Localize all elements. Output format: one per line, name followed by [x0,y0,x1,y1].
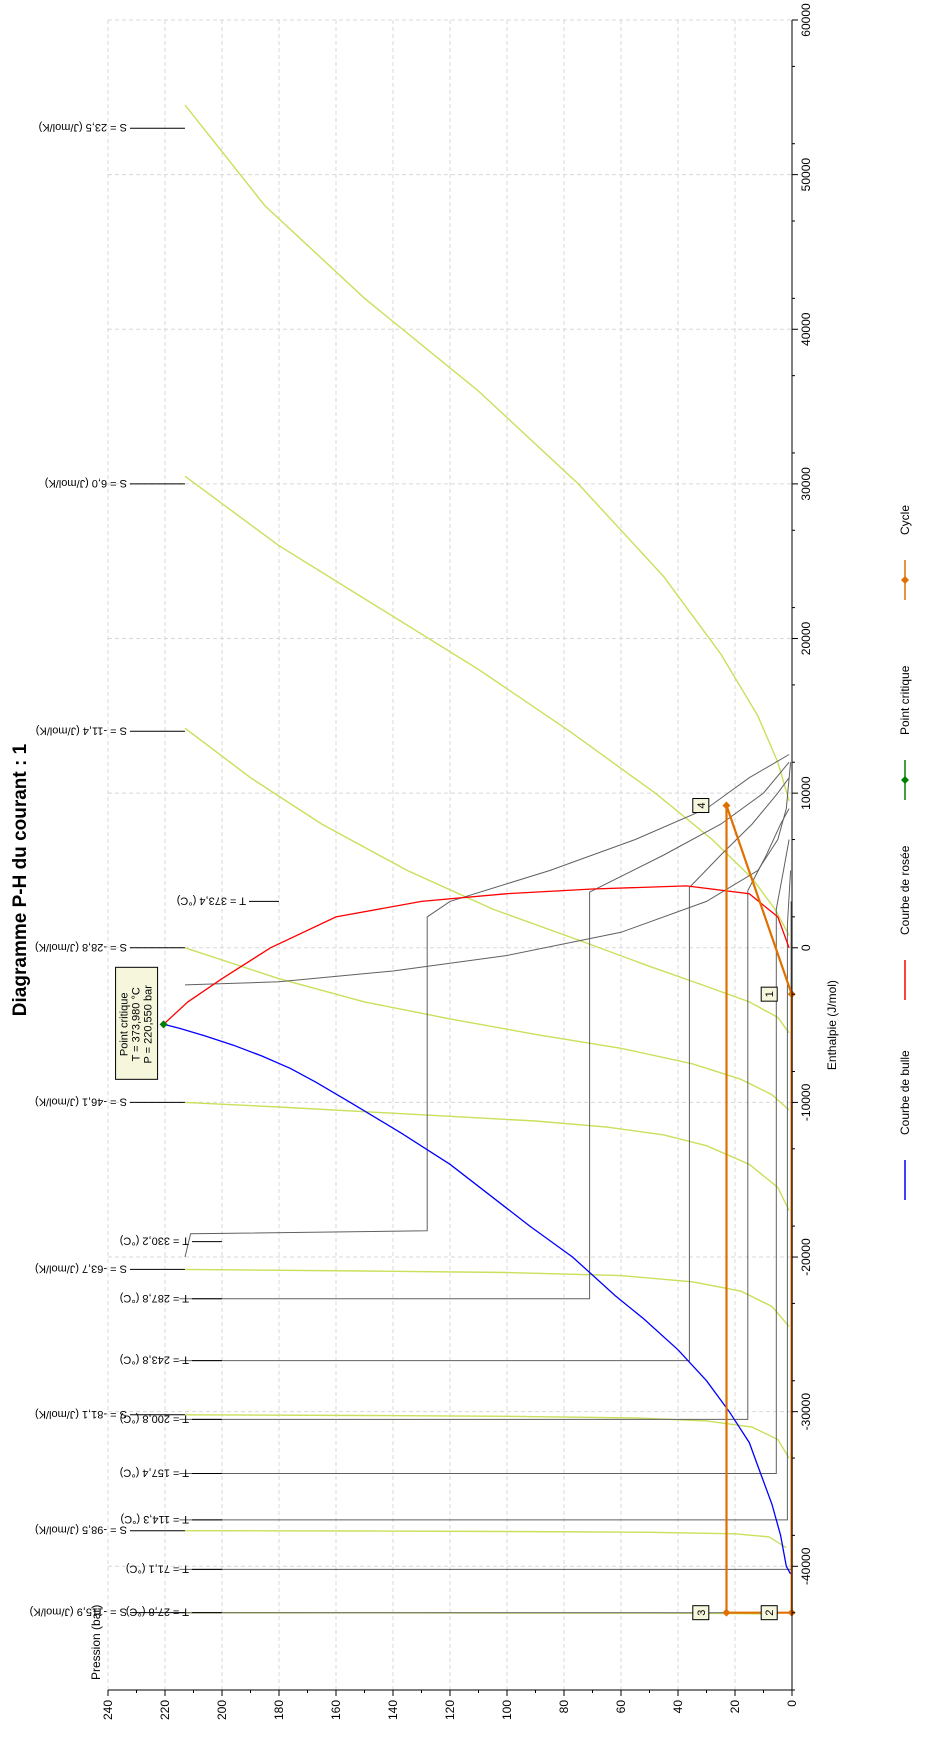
isotherm-label: T = 71,1 (°C) [126,1562,189,1574]
critical-point-marker [159,1020,168,1029]
legend-marker [901,776,909,784]
isentrope-line [184,475,790,936]
x-tick-label: -20000 [799,1238,813,1276]
isotherm-label: T = 157,4 (°C) [120,1467,189,1479]
critical-point-text: T = 373,980 °C [131,987,143,1061]
isotherm-label: T = 373,4 (°C) [177,894,246,906]
y-tick-label: 60 [614,1700,628,1714]
isentrope-line [184,1530,787,1549]
isentrope-line [184,947,790,1111]
y-tick-label: 220 [158,1700,172,1720]
cycle-point-label: 3 [696,1610,708,1616]
y-tick-label: 40 [671,1700,685,1714]
y-tick-label: 200 [215,1700,229,1720]
y-tick-label: 140 [386,1700,400,1720]
chart-title: Diagramme P-H du courant : 1 [10,743,31,1016]
isotherm-line [179,808,790,1420]
y-tick-label: 120 [443,1700,457,1720]
isotherm-line [184,762,792,986]
isentrope-line [184,727,790,1034]
axes: -40000 -30000 -20000 -10000 0 10000 20000 30000… [89,3,839,1720]
isotherm-label: T = 287,8 (°C) [120,1292,189,1304]
y-tick-label: 20 [728,1700,742,1714]
isotherm-label: T = 330,2 (°C) [120,1235,189,1247]
x-tick-label: 0 [799,944,813,951]
x-tick-label: 30000 [799,467,813,501]
isentrope-line [184,1414,790,1459]
y-tick-label: 0 [785,1700,799,1707]
isentrope-label: S = -28,8 (J/mol/K) [35,941,127,953]
isotherm-line [179,901,792,1570]
isentrope-label: S = 23,5 (J/mol/K) [39,121,127,133]
x-tick-label: -30000 [799,1393,813,1431]
isentrope-label: S = -98,5 (J/mol/K) [35,1524,127,1536]
isotherm-label: T = 114,3 (°C) [121,1513,190,1525]
cycle-point-box [692,1605,710,1621]
isentrope-label: S = -81,1 (J/mol/K) [35,1408,127,1420]
y-tick-label: 240 [101,1700,115,1720]
x-tick-label: 50000 [799,158,813,192]
critical-point-box [115,966,159,1080]
legend-label: Cycle [898,505,912,535]
cycle-point-label: 2 [764,1610,776,1616]
isotherm-label: T = 27,8 (°C) [126,1606,189,1618]
y-tick-label: 180 [272,1700,286,1720]
legend: Courbe de bulle Courbe de rosée Point crit… [898,505,912,1200]
isotherm-line [179,947,793,1614]
isotherm-line [179,870,792,1521]
isentrope-label: S = -63,7 (J/mol/K) [35,1262,127,1274]
legend-label: Point critique [898,665,912,735]
cycle-point-box [760,986,778,1002]
cycle-marker [722,801,731,810]
y-tick-label: 160 [329,1700,343,1720]
bubble-curve [163,1023,792,1575]
isotherm-label: T = 200,8 (°C) [120,1412,189,1424]
y-tick-label: 100 [500,1700,514,1720]
isotherm-line [184,754,790,1258]
cycle-point-label: 4 [696,802,708,808]
grid [107,19,793,1690]
x-tick-label: 40000 [799,312,813,346]
x-tick-label: 20000 [799,622,813,656]
isentrope-label: S = -46,1 (J/mol/K) [35,1095,127,1107]
isotherm-line [179,777,790,1362]
dew-curve [163,885,790,1025]
annotations: S = 23,5 (J/mol/K) S = 6,0 (J/mol/K) S = -… [30,121,778,1621]
x-axis-label: Enthalpie (J/mol) [825,980,839,1070]
cycle-point-box [692,798,710,814]
isotherm-line [179,761,790,1300]
x-tick-label: -40000 [799,1547,813,1585]
legend-marker [901,576,909,584]
isentrope-label: S = 6,0 (J/mol/K) [45,477,127,489]
legend-label: Courbe de rosée [898,845,912,935]
y-axis-label: Pression (bar) [89,1605,103,1680]
cycle-point-label: 1 [764,991,776,997]
isentrope-line [184,104,790,802]
isentrope-label: S = -11,4 (J/mol/K) [36,724,127,736]
isotherm-label: T = 243,8 (°C) [120,1354,189,1366]
isentrope-line [184,1268,790,1328]
x-tick-label: 10000 [799,776,813,810]
legend-label: Courbe de bulle [898,1050,912,1135]
y-tick-label: 80 [557,1700,571,1714]
isentrope-label: S = -115,9 (J/mol/K) [30,1606,127,1618]
critical-point-text: Point critique [119,993,131,1057]
x-tick-label: 60000 [799,3,813,37]
critical-point-text: P = 220,550 bar [143,985,155,1064]
curves [159,104,796,1617]
isotherm-line [179,839,790,1474]
x-tick-label: -10000 [799,1083,813,1121]
isentrope-line [184,1101,790,1211]
cycle-point-box [760,1605,778,1621]
cycle-marker [722,1608,731,1617]
